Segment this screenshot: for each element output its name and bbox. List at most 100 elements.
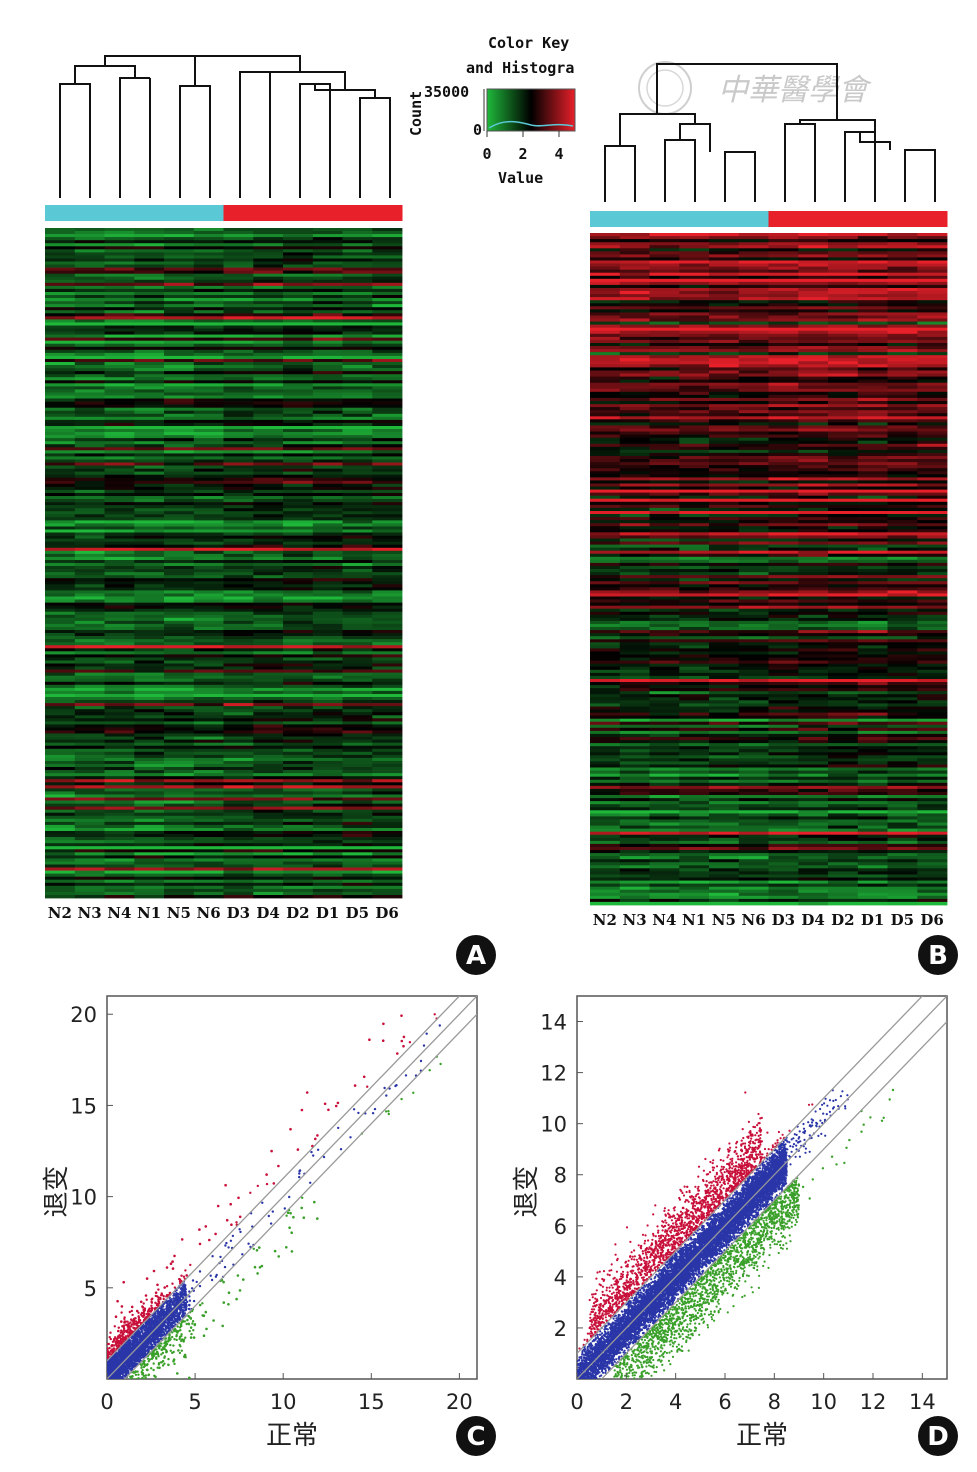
color-key-title: Color Key bbox=[488, 34, 569, 52]
watermark: 中華醫學會 bbox=[638, 61, 872, 115]
group-color-bar bbox=[45, 205, 403, 221]
group-bar-segment bbox=[738, 211, 769, 227]
color-key-count-label: Count bbox=[407, 91, 425, 136]
heatmap-column-label: N6 bbox=[742, 911, 766, 929]
reference-line bbox=[107, 996, 477, 1379]
y-tick-label: 15 bbox=[70, 1094, 97, 1118]
reference-line bbox=[107, 996, 461, 1362]
group-bar-segment bbox=[223, 205, 254, 221]
y-tick-label: 8 bbox=[554, 1164, 567, 1188]
color-key-count-max: 35000 bbox=[424, 83, 469, 101]
x-tick-label: 4 bbox=[669, 1390, 682, 1414]
scatter-points bbox=[577, 1088, 895, 1379]
group-bar-segment bbox=[134, 205, 165, 221]
heatmap-column-label: N1 bbox=[682, 911, 706, 929]
y-tick-label: 10 bbox=[540, 1113, 567, 1137]
y-tick-label: 14 bbox=[540, 1011, 567, 1035]
y-tick-label: 12 bbox=[540, 1062, 567, 1086]
x-tick-label: 0 bbox=[100, 1390, 113, 1414]
group-bar-segment bbox=[709, 211, 740, 227]
scatter-panel-d: 0 2 4 6 8 10 12 14 2 4 6 8 10 12 14 正常 退变 bbox=[512, 995, 948, 1451]
panel-letter-d: D bbox=[918, 1416, 958, 1456]
group-bar-segment bbox=[917, 211, 948, 227]
scatter-points bbox=[107, 1013, 442, 1379]
y-tick-label: 6 bbox=[554, 1215, 567, 1239]
y-tick-label: 20 bbox=[70, 1003, 97, 1027]
group-bar-segment bbox=[590, 211, 621, 227]
dendrogram bbox=[59, 55, 391, 198]
color-key-value-tick: 4 bbox=[554, 145, 563, 163]
group-bar-segment bbox=[45, 205, 76, 221]
heatmap-column-label: N3 bbox=[78, 904, 102, 922]
heatmap-column-label: N3 bbox=[623, 911, 647, 929]
x-tick-label: 20 bbox=[446, 1390, 473, 1414]
group-bar-segment bbox=[193, 205, 224, 221]
y-tick-label: 2 bbox=[554, 1317, 567, 1341]
heatmap-column-label: D1 bbox=[316, 904, 339, 922]
y-axis-title: 退变 bbox=[512, 1165, 542, 1217]
y-tick-label: 4 bbox=[554, 1266, 567, 1290]
reference-lines bbox=[107, 996, 477, 1379]
group-bar-segment bbox=[342, 205, 373, 221]
group-bar-segment bbox=[619, 211, 650, 227]
heatmap-column-label: N4 bbox=[107, 904, 131, 922]
heatmap-column-label: D6 bbox=[375, 904, 398, 922]
heatmap-column-label: N2 bbox=[48, 904, 72, 922]
group-color-bar bbox=[590, 211, 948, 227]
heatmap-column-label: D4 bbox=[256, 904, 279, 922]
group-bar-segment bbox=[283, 205, 314, 221]
heatmap-column-label: N6 bbox=[197, 904, 221, 922]
group-bar-segment bbox=[74, 205, 105, 221]
heatmap-column-label: N2 bbox=[593, 911, 617, 929]
heatmap-column-label: D3 bbox=[227, 904, 250, 922]
group-bar-segment bbox=[253, 205, 284, 221]
reference-lines bbox=[577, 996, 947, 1379]
group-bar-segment bbox=[857, 211, 888, 227]
group-bar-segment bbox=[798, 211, 829, 227]
heatmap-panel-a: N2 N3 N4 N1 N5 N6 D3 D4 D2 D1 D5 D6 bbox=[45, 55, 403, 922]
color-key-value-label: Value bbox=[498, 169, 543, 187]
x-tick-label: 2 bbox=[620, 1390, 633, 1414]
x-tick-label: 10 bbox=[270, 1390, 297, 1414]
x-axis-title: 正常 bbox=[266, 1421, 318, 1451]
x-tick-label: 5 bbox=[188, 1390, 201, 1414]
y-axis-title: 退变 bbox=[42, 1165, 72, 1217]
color-key-subtitle: and Histogra bbox=[466, 59, 574, 77]
reference-line bbox=[577, 996, 924, 1354]
heatmap-column-label: N5 bbox=[712, 911, 736, 929]
color-key-value-tick: 0 bbox=[482, 145, 491, 163]
y-tick-label: 5 bbox=[84, 1277, 97, 1301]
group-bar-segment bbox=[649, 211, 680, 227]
x-axis-title: 正常 bbox=[736, 1421, 788, 1451]
x-tick-label: 12 bbox=[860, 1390, 887, 1414]
x-tick-label: 10 bbox=[810, 1390, 837, 1414]
x-tick-label: 14 bbox=[909, 1390, 936, 1414]
x-tick-label: 6 bbox=[718, 1390, 731, 1414]
heatmap-column-label: D1 bbox=[861, 911, 884, 929]
x-tick-label: 8 bbox=[768, 1390, 781, 1414]
reference-line bbox=[600, 1021, 947, 1379]
group-bar-segment bbox=[164, 205, 195, 221]
group-bar-segment bbox=[679, 211, 710, 227]
heatmap-panel-b: N2 N3 N4 N1 N5 N6 D3 D4 D2 D1 D5 D6 bbox=[590, 63, 948, 929]
heatmap-column-label: N5 bbox=[167, 904, 191, 922]
dendrogram bbox=[604, 63, 936, 202]
group-bar-segment bbox=[887, 211, 918, 227]
heatmap-column-label: N1 bbox=[137, 904, 161, 922]
heatmap-column-label: D3 bbox=[772, 911, 795, 929]
y-tick-label: 10 bbox=[70, 1186, 97, 1210]
color-key: Color Key and Histogra Count 35000 0 0 2 4… bbox=[407, 34, 576, 187]
scatter-panel-c: 0 5 10 15 20 5 10 15 20 正常 退变 bbox=[42, 995, 478, 1451]
heatmap-column-label: D5 bbox=[346, 904, 369, 922]
heatmap-column-label: D4 bbox=[801, 911, 824, 929]
heatmap-column-label: D2 bbox=[831, 911, 854, 929]
group-bar-segment bbox=[312, 205, 343, 221]
x-tick-label: 0 bbox=[570, 1390, 583, 1414]
panel-letter-c: C bbox=[456, 1416, 496, 1456]
group-bar-segment bbox=[372, 205, 403, 221]
group-bar-segment bbox=[104, 205, 135, 221]
group-bar-segment bbox=[828, 211, 859, 227]
heatmap-column-label: N4 bbox=[652, 911, 676, 929]
reference-line bbox=[577, 996, 947, 1379]
